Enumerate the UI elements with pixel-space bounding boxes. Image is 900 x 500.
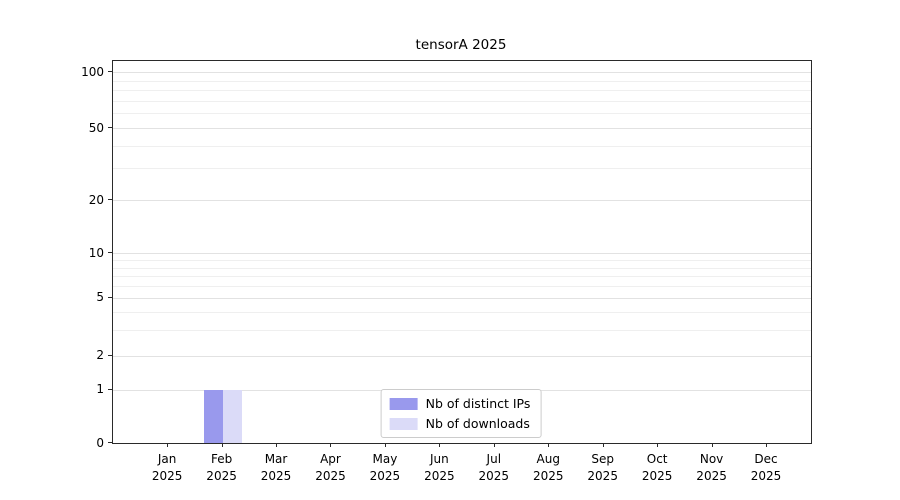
y-tick-mark <box>108 127 112 129</box>
y-tick-mark <box>108 199 112 201</box>
legend-swatch <box>389 397 418 410</box>
x-tick-month: Jul <box>486 452 502 466</box>
x-tick-month: Oct <box>646 452 668 466</box>
y-tick-label: 20 <box>88 192 104 207</box>
x-tick-year: 2025 <box>315 468 346 483</box>
gridline-minor <box>113 311 811 313</box>
y-tick-mark <box>108 252 112 254</box>
y-tick-label: 100 <box>81 64 104 79</box>
x-tick-month: Sep <box>591 452 614 466</box>
y-tick-label: 50 <box>88 120 104 135</box>
x-tick-label: Sep 2025 <box>587 451 618 485</box>
x-tick-label: Jun 2025 <box>424 451 455 485</box>
x-tick-year: 2025 <box>587 468 618 483</box>
legend-label: Nb of downloads <box>425 416 530 431</box>
gridline-minor <box>113 168 811 170</box>
x-tick-label: Jul 2025 <box>479 451 510 485</box>
bar-nb-of-distinct-ips <box>203 389 223 443</box>
x-tick-label: Mar 2025 <box>261 451 292 485</box>
legend-swatch <box>389 417 418 430</box>
legend-label: Nb of distinct IPs <box>425 396 531 411</box>
gridline-minor <box>113 113 811 115</box>
x-tick-label: Nov 2025 <box>696 451 727 485</box>
gridline-major <box>113 297 811 299</box>
bar-nb-of-downloads <box>222 389 242 443</box>
x-tick-month: Feb <box>210 452 233 466</box>
x-tick-year: 2025 <box>641 468 673 483</box>
x-tick-mark <box>766 443 768 447</box>
x-tick-month: Apr <box>320 452 341 466</box>
gridline-minor <box>113 259 811 261</box>
gridline-minor <box>113 267 811 269</box>
x-tick-month: Mar <box>264 452 288 466</box>
legend-item: Nb of distinct IPs <box>389 396 531 411</box>
x-tick-label: Aug 2025 <box>533 451 564 485</box>
y-tick-label: 10 <box>88 245 104 260</box>
x-tick-label: May 2025 <box>370 451 401 485</box>
x-tick-month: May <box>372 452 398 466</box>
x-tick-label: Dec 2025 <box>751 451 782 485</box>
x-tick-year: 2025 <box>696 468 727 483</box>
x-tick-month: Jun <box>429 452 449 466</box>
x-tick-mark <box>221 443 223 447</box>
y-tick-mark <box>108 354 112 356</box>
x-tick-year: 2025 <box>260 468 292 483</box>
x-tick-label: Feb 2025 <box>206 451 237 485</box>
gridline-minor <box>113 286 811 288</box>
x-tick-mark <box>384 443 386 447</box>
y-tick-mark <box>108 71 112 73</box>
gridline-minor <box>113 100 811 102</box>
gridline-minor <box>113 145 811 147</box>
x-tick-year: 2025 <box>478 468 510 483</box>
x-tick-mark <box>167 443 169 447</box>
y-tick-mark <box>108 296 112 298</box>
gridline-major <box>113 128 811 130</box>
x-tick-label: Apr 2025 <box>315 451 346 485</box>
y-tick-mark <box>108 442 112 443</box>
gridline-minor <box>113 276 811 278</box>
x-tick-mark <box>548 443 550 447</box>
x-tick-mark <box>330 443 332 447</box>
x-tick-label: Jan 2025 <box>152 451 183 485</box>
gridline-major <box>113 355 811 357</box>
x-tick-month: Dec <box>754 452 778 466</box>
x-tick-year: 2025 <box>750 468 782 483</box>
x-tick-label: Oct 2025 <box>642 451 673 485</box>
gridline-major <box>113 200 811 202</box>
x-tick-month: Nov <box>699 452 724 466</box>
x-tick-mark <box>711 443 713 447</box>
x-tick-mark <box>439 443 441 447</box>
x-tick-month: Jan <box>157 452 177 466</box>
x-tick-year: 2025 <box>532 468 564 483</box>
y-tick-label: 2 <box>96 348 104 363</box>
x-tick-year: 2025 <box>424 468 455 483</box>
x-tick-mark <box>276 443 278 447</box>
y-tick-label: 1 <box>96 382 104 397</box>
chart-title: tensorA 2025 <box>415 37 507 53</box>
x-tick-year: 2025 <box>206 468 237 483</box>
y-tick-label: 5 <box>96 290 104 305</box>
plot-area <box>112 60 812 444</box>
gridline-minor <box>113 90 811 92</box>
gridline-minor <box>113 330 811 332</box>
x-tick-mark <box>657 443 659 447</box>
gridline-major <box>113 72 811 74</box>
gridline-major <box>113 253 811 255</box>
legend: Nb of distinct IPs Nb of downloads <box>380 389 542 438</box>
gridline-minor <box>113 80 811 82</box>
y-tick-label: 0 <box>96 435 104 450</box>
y-tick-mark <box>108 388 112 390</box>
x-tick-year: 2025 <box>369 468 401 483</box>
x-tick-month: Aug <box>536 452 560 466</box>
x-tick-mark <box>602 443 604 447</box>
x-tick-year: 2025 <box>151 468 183 483</box>
legend-item: Nb of downloads <box>389 416 531 431</box>
x-tick-mark <box>493 443 495 447</box>
